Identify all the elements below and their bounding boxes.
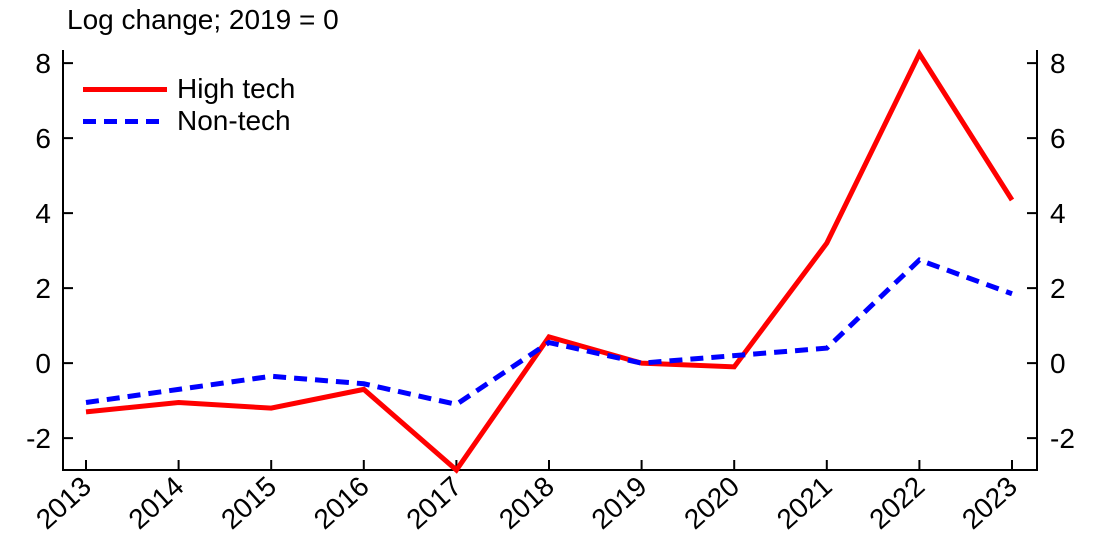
x-tick-label: 2014 xyxy=(123,470,190,535)
y-tick-label-right: 4 xyxy=(1050,198,1066,229)
x-tick-label: 2017 xyxy=(400,470,467,535)
y-tick-label-right: 8 xyxy=(1050,48,1066,79)
y-tick-label-left: 2 xyxy=(35,273,51,304)
y-tick-label-right: 0 xyxy=(1050,348,1066,379)
x-tick-label: 2019 xyxy=(586,470,653,535)
x-tick-label: 2016 xyxy=(308,470,375,535)
y-tick-label-right: 2 xyxy=(1050,273,1066,304)
series-line-non-tech xyxy=(85,257,1013,408)
legend-label-non-tech: Non-tech xyxy=(177,105,291,136)
legend-item-high-tech: High tech xyxy=(83,73,295,105)
x-tick-label: 2021 xyxy=(771,470,838,535)
x-tick-label: 2018 xyxy=(493,470,560,535)
y-tick-label-left: -2 xyxy=(26,423,51,454)
legend-line-solid-swatch xyxy=(83,86,167,92)
y-tick-label-left: 6 xyxy=(35,123,51,154)
y-tick-label-right: 6 xyxy=(1050,123,1066,154)
x-tick-label: 2013 xyxy=(30,470,97,535)
x-tick-label: 2015 xyxy=(215,470,282,535)
x-tick-label: 2022 xyxy=(863,470,930,535)
legend-label-high-tech: High tech xyxy=(177,73,296,104)
legend: High tech Non-tech xyxy=(83,73,295,137)
chart-title: Log change; 2019 = 0 xyxy=(67,4,339,35)
y-tick-label-left: 0 xyxy=(35,348,51,379)
legend-item-non-tech: Non-tech xyxy=(83,105,295,137)
x-tick-label: 2023 xyxy=(956,470,1023,535)
y-tick-label-left: 4 xyxy=(35,198,51,229)
legend-line-dashed-swatch xyxy=(83,118,167,124)
x-tick-label: 2020 xyxy=(678,470,745,535)
y-tick-label-right: -2 xyxy=(1050,423,1075,454)
series-line-high-tech xyxy=(85,48,1015,474)
y-tick-label-left: 8 xyxy=(35,48,51,79)
